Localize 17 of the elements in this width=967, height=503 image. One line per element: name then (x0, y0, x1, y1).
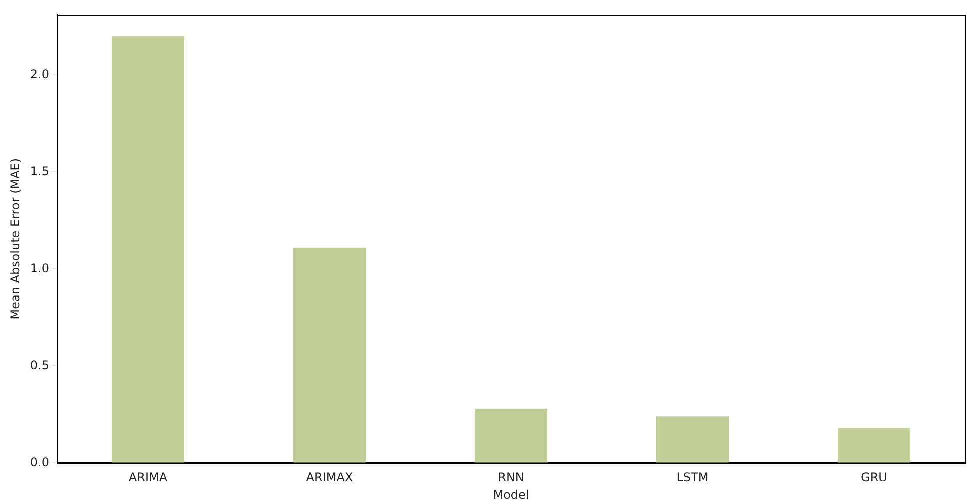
bar (293, 248, 366, 463)
bar (112, 36, 185, 463)
x-tick-label: GRU (861, 470, 888, 485)
y-tick-label: 1.0 (30, 261, 50, 276)
x-tick-label: ARIMAX (306, 470, 354, 485)
bar (838, 428, 911, 463)
x-tick-label: LSTM (676, 470, 709, 485)
bar (656, 416, 730, 463)
x-tick-label: ARIMA (128, 470, 168, 485)
y-tick-label: 1.5 (30, 164, 50, 178)
x-axis-title: Model (493, 488, 530, 502)
y-tick-label: 0.5 (30, 358, 50, 372)
bar (474, 408, 548, 463)
x-tick-label: RNN (498, 470, 524, 485)
y-tick-label: 0.0 (30, 455, 50, 470)
y-axis-title: Mean Absolute Error (MAE) (8, 158, 22, 320)
y-tick-label: 2.0 (30, 67, 50, 82)
